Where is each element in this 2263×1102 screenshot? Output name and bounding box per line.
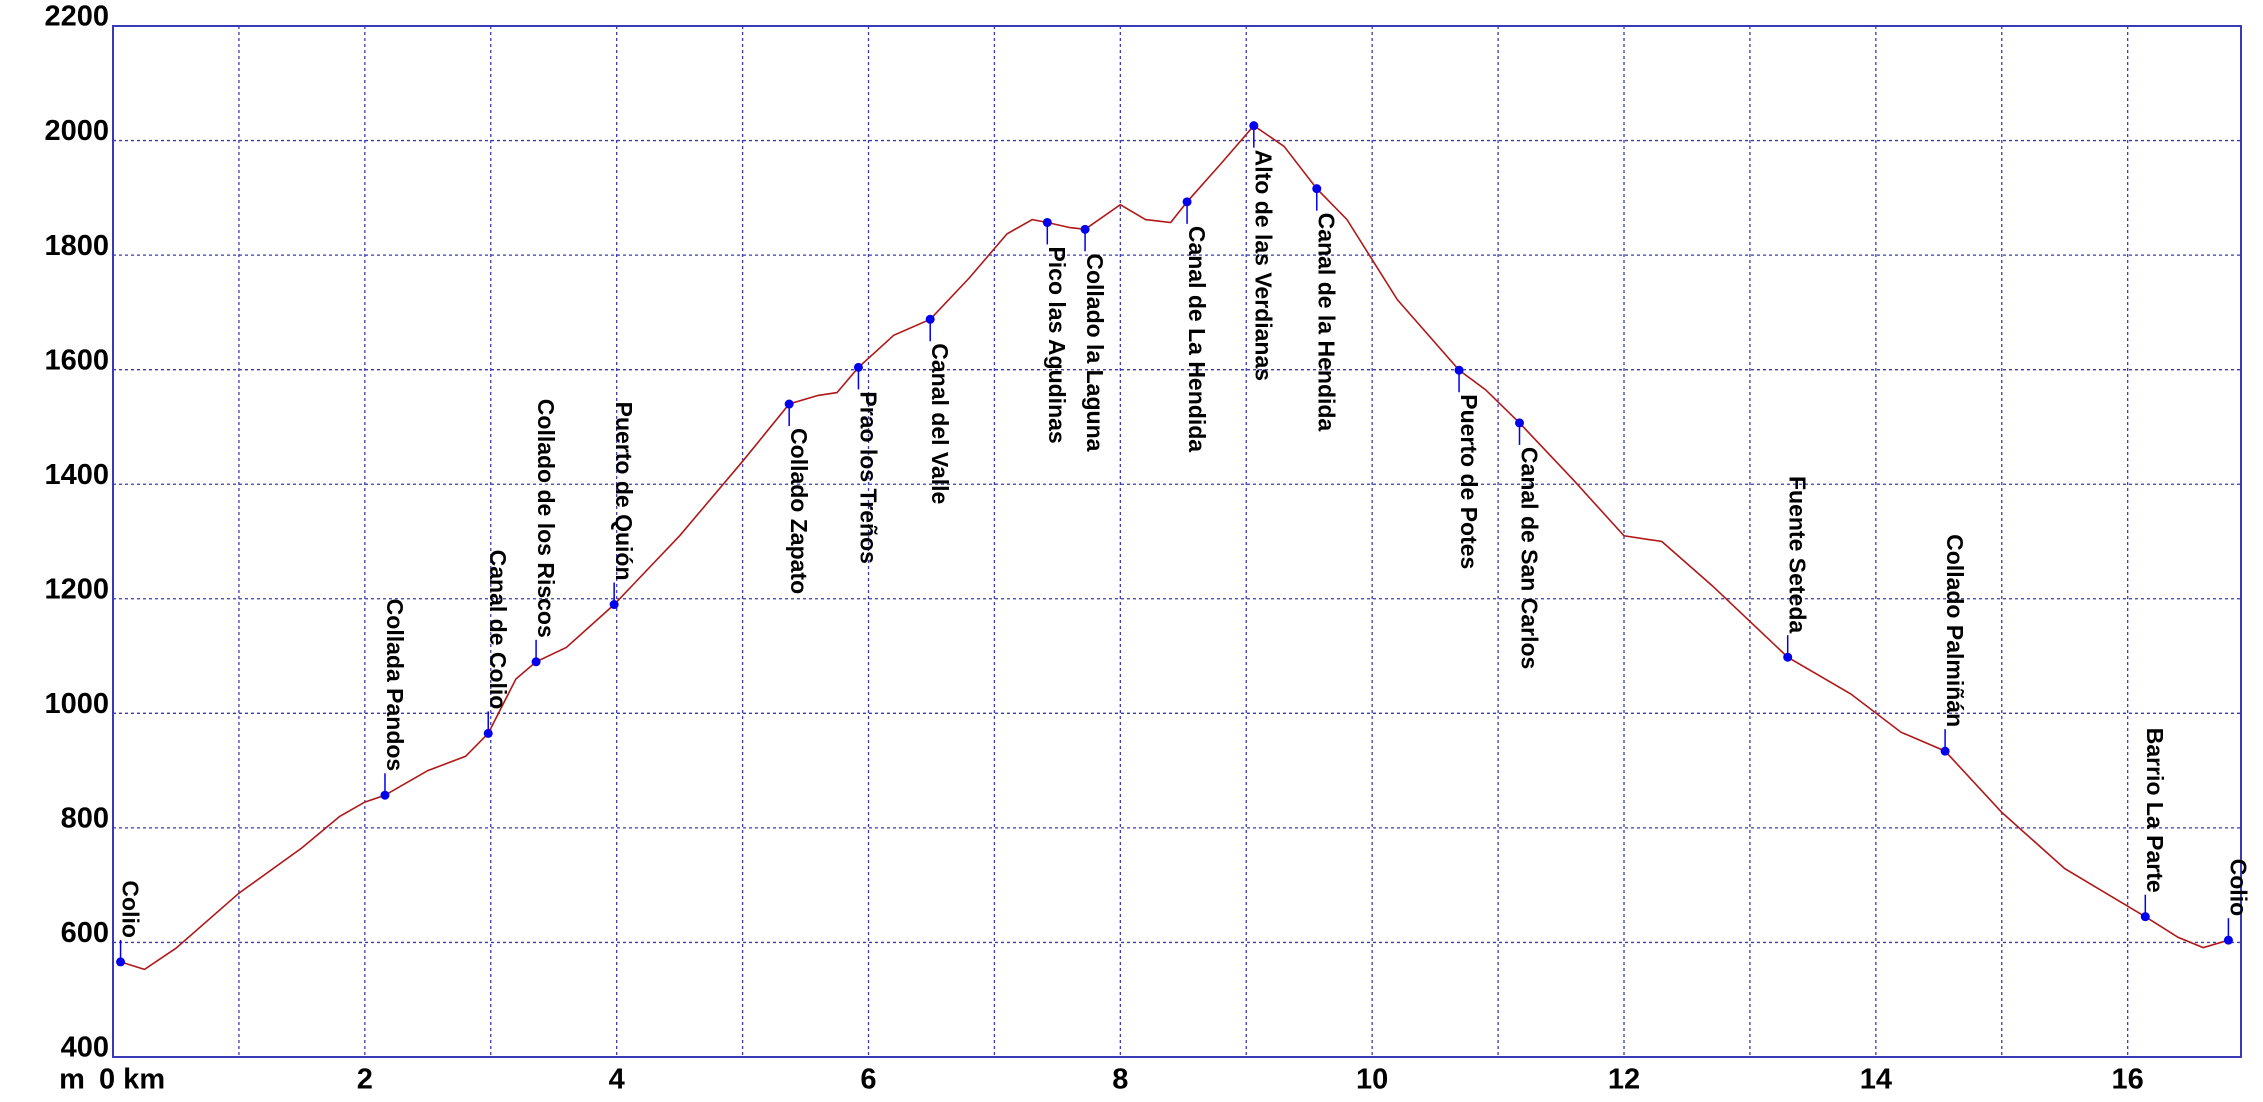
waypoint-label: Collado Zapato	[786, 428, 812, 594]
waypoint-label: Colio	[2225, 859, 2251, 917]
waypoint-label: Pico las Agudinas	[1044, 246, 1070, 443]
waypoint-marker	[1454, 365, 1464, 375]
waypoint-label: Canal de San Carlos	[1516, 447, 1542, 669]
y-tick-label: 1000	[44, 688, 109, 720]
y-tick-label: 800	[61, 803, 109, 835]
waypoint-label: Canal de Colio	[485, 550, 511, 710]
waypoint-label: Canal de la Hendida	[1314, 213, 1340, 432]
x-tick-label: 12	[1608, 1064, 1640, 1096]
waypoint-label: Collado Palmiñán	[1942, 534, 1968, 727]
waypoint-label: Colio	[117, 880, 143, 938]
waypoint-label: Collado la Laguna	[1082, 253, 1108, 451]
y-tick-label: 2000	[44, 115, 109, 147]
waypoint-label: Prao los Treños	[855, 391, 881, 564]
waypoint-marker	[1940, 746, 1950, 756]
x-tick-label: 8	[1112, 1064, 1128, 1096]
x-tick-label: 0 km	[99, 1064, 165, 1096]
waypoint-marker	[116, 957, 126, 967]
waypoint-marker	[531, 657, 541, 667]
waypoint-marker	[853, 362, 863, 372]
waypoint-label: Puerto de Quión	[611, 402, 637, 581]
waypoint-marker	[483, 728, 493, 738]
y-tick-label: 1200	[44, 573, 109, 605]
waypoint-marker	[1249, 121, 1259, 131]
waypoint-label: Alto de las Verdianas	[1251, 150, 1277, 381]
waypoint-label: Collado de los Riscos	[533, 399, 559, 638]
y-tick-label: 600	[61, 917, 109, 949]
y-tick-label: 1600	[44, 344, 109, 376]
x-tick-label: 4	[609, 1064, 625, 1096]
waypoint-marker	[609, 600, 619, 610]
waypoint-marker	[1312, 184, 1322, 194]
waypoint-marker	[1080, 224, 1090, 234]
y-tick-label: 1400	[44, 459, 109, 491]
y-tick-label: 2200	[44, 1, 109, 33]
waypoint-label: Fuente Seteda	[1785, 476, 1811, 633]
y-tick-label: 1800	[44, 230, 109, 262]
waypoint-marker	[2140, 912, 2150, 922]
waypoint-marker	[2223, 935, 2233, 945]
y-tick-label: 400	[61, 1032, 109, 1064]
plot-border	[112, 25, 2242, 1058]
waypoint-marker	[784, 399, 794, 409]
x-tick-label: 6	[860, 1064, 876, 1096]
waypoint-label: Collada Pandos	[382, 599, 408, 772]
waypoint-marker	[1783, 652, 1793, 662]
waypoint-label: Canal del Valle	[927, 343, 953, 504]
y-unit: m	[59, 1064, 85, 1096]
waypoint-marker	[380, 790, 390, 800]
waypoint-marker	[1182, 197, 1192, 207]
x-tick-label: 14	[1860, 1064, 1892, 1096]
x-tick-label: 16	[2112, 1064, 2144, 1096]
waypoint-marker	[1514, 418, 1524, 428]
x-tick-label: 10	[1356, 1064, 1388, 1096]
x-tick-label: 2	[357, 1064, 373, 1096]
elevation-line	[120, 124, 2229, 971]
waypoint-marker	[925, 314, 935, 324]
waypoint-label: Barrio La Parte	[2142, 728, 2168, 893]
waypoint-label: Puerto de Potes	[1456, 394, 1482, 569]
waypoint-label: Canal de La Hendida	[1184, 226, 1210, 452]
waypoint-marker	[1042, 217, 1052, 227]
